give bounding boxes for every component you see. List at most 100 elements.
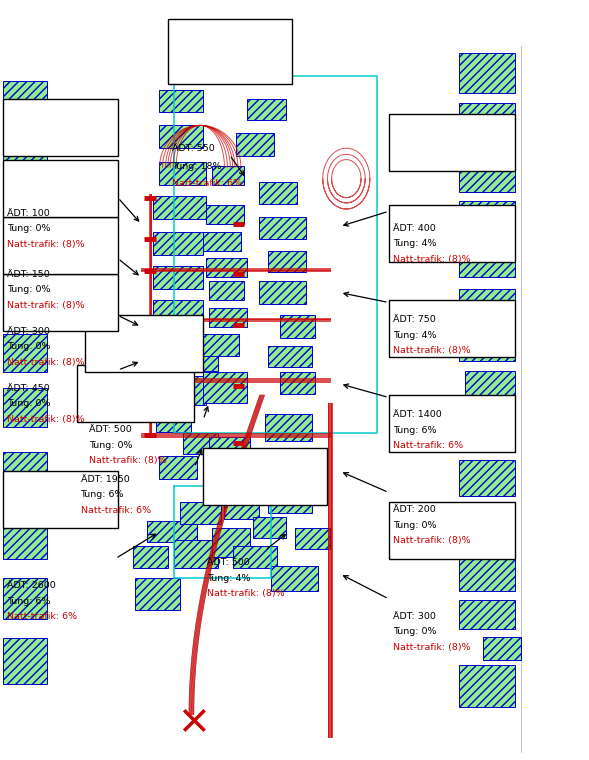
Text: Natt-trafik: (8)%: Natt-trafik: (8)% [7, 239, 85, 249]
Bar [3, 638, 47, 684]
Bar [3, 452, 47, 494]
Bar [459, 665, 515, 707]
Bar [3, 81, 47, 123]
FancyBboxPatch shape [3, 160, 118, 217]
Bar [3, 578, 47, 619]
Bar [212, 166, 244, 185]
Bar [209, 437, 250, 467]
Text: ÄDT: 400: ÄDT: 400 [393, 224, 435, 233]
Bar [459, 53, 515, 93]
Bar [268, 486, 312, 513]
Bar [459, 201, 515, 238]
Text: ÄDT: 1400: ÄDT: 1400 [393, 410, 442, 420]
FancyBboxPatch shape [85, 315, 203, 372]
Text: Tung: 4%: Tung: 4% [393, 331, 436, 340]
Bar [294, 528, 330, 549]
Bar [153, 376, 206, 405]
Text: Tung: 0%: Tung: 0% [393, 627, 436, 636]
Text: ÄDT: 100: ÄDT: 100 [7, 209, 49, 218]
Bar [271, 566, 318, 591]
Bar [459, 505, 515, 545]
FancyBboxPatch shape [389, 114, 515, 171]
Text: Natt-trafik: (8)%: Natt-trafik: (8)% [7, 414, 85, 423]
Text: Natt-trafik: (8)%: Natt-trafik: (8)% [393, 255, 471, 264]
Text: Tung: 6%: Tung: 6% [81, 490, 124, 499]
Text: ÄDT: 300: ÄDT: 300 [393, 612, 436, 621]
Text: Natt-trafik: 6%: Natt-trafik: 6% [393, 441, 463, 450]
Text: ÄDT: 500: ÄDT: 500 [207, 559, 250, 568]
Bar [159, 162, 206, 185]
Bar [203, 372, 247, 403]
Text: ÄDT: 300: ÄDT: 300 [7, 327, 50, 336]
Text: Tung: 0%: Tung: 0% [7, 342, 51, 351]
Bar [259, 217, 306, 239]
Bar [253, 517, 286, 538]
Text: Tung: 0%: Tung: 0% [7, 224, 51, 233]
Bar [212, 528, 250, 557]
Text: ÄDT: 500: ÄDT: 500 [90, 426, 132, 435]
Bar [268, 251, 306, 272]
Bar [147, 521, 197, 542]
Bar [459, 289, 515, 319]
Bar [153, 300, 203, 323]
FancyBboxPatch shape [389, 205, 515, 262]
Bar [268, 346, 312, 367]
Bar [209, 308, 247, 327]
FancyBboxPatch shape [389, 395, 515, 452]
Bar [153, 266, 203, 289]
Bar [265, 414, 312, 441]
Text: Tung: 0%: Tung: 0% [90, 441, 133, 450]
Text: Tung: 0%: Tung: 0% [393, 521, 436, 530]
Text: Tung: 0%: Tung: 0% [7, 399, 51, 408]
Bar [156, 410, 191, 432]
Text: Natt-trafik: (8)%: Natt-trafik: (8)% [7, 300, 85, 309]
Text: Tung: 4%: Tung: 4% [207, 574, 251, 583]
Bar [3, 277, 47, 315]
Text: Natt-trafik: 6%: Natt-trafik: 6% [7, 612, 77, 621]
Bar [183, 350, 218, 371]
Text: Tung: 6%: Tung: 6% [7, 597, 51, 606]
Text: Natt-trafik: (8)%: Natt-trafik: (8)% [7, 357, 85, 366]
Bar [153, 232, 203, 255]
Bar [224, 498, 259, 519]
Bar [203, 334, 239, 356]
Bar [153, 333, 203, 357]
Bar [180, 502, 221, 524]
Bar [247, 99, 286, 120]
Bar [459, 152, 515, 192]
Text: Natt-trafik: 6%: Natt-trafik: 6% [81, 505, 151, 515]
Bar [459, 103, 515, 142]
Text: Natt-trafik: (8)%: Natt-trafik: (8)% [90, 456, 167, 465]
Bar [135, 578, 180, 610]
Bar [280, 372, 315, 394]
Bar [209, 281, 244, 300]
Text: Natt-trafik: (8)%: Natt-trafik: (8)% [393, 642, 471, 651]
Text: Tung: 0%: Tung: 0% [7, 285, 51, 294]
Bar [280, 315, 315, 338]
Bar [159, 90, 203, 112]
Bar [465, 371, 515, 403]
Text: ÄDT: 2600: ÄDT: 2600 [7, 581, 56, 591]
Text: Natt-trafik: (8)%: Natt-trafik: (8)% [207, 589, 285, 598]
Text: ÄDT: 1950: ÄDT: 1950 [81, 475, 130, 484]
Text: Tung: 4%: Tung: 4% [393, 239, 436, 249]
Bar [259, 281, 306, 304]
Bar [253, 456, 286, 477]
Text: ÄDT: 450: ÄDT: 450 [7, 384, 49, 393]
Bar [459, 460, 515, 496]
Bar [3, 517, 47, 559]
FancyBboxPatch shape [389, 300, 515, 357]
Text: ÄDT: 150: ÄDT: 150 [7, 270, 49, 279]
Bar [3, 388, 47, 427]
FancyBboxPatch shape [3, 274, 118, 331]
Bar [236, 133, 274, 156]
Bar [206, 258, 247, 277]
Bar [133, 546, 168, 568]
Bar [3, 215, 47, 255]
Bar [174, 540, 218, 568]
Text: Natt-trafik: 6%: Natt-trafik: 6% [172, 179, 242, 188]
Bar [233, 546, 277, 568]
Bar [153, 196, 206, 219]
Text: Tung: 6%: Tung: 6% [393, 426, 436, 435]
FancyBboxPatch shape [77, 365, 194, 422]
